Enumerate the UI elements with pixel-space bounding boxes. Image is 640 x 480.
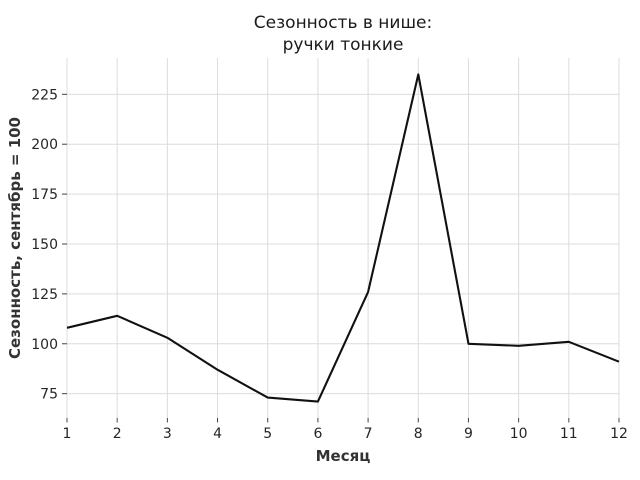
- x-tick-label: 8: [414, 426, 423, 442]
- chart-title-line-2: ручки тонкие: [283, 35, 404, 55]
- chart-title-line-1: Сезонность в нише:: [254, 13, 432, 33]
- y-tick-label: 125: [31, 287, 58, 303]
- x-tick-label: 6: [313, 426, 322, 442]
- seasonality-line: [66, 73, 620, 403]
- y-tick-label: 75: [40, 387, 58, 403]
- x-tick-label: 9: [464, 426, 473, 442]
- grid: [66, 58, 620, 418]
- x-tick-label: 12: [610, 426, 628, 442]
- x-tick-label: 10: [510, 426, 528, 442]
- x-tick-label: 5: [263, 426, 272, 442]
- y-tick-label: 175: [31, 187, 58, 203]
- x-tick-label: 7: [364, 426, 373, 442]
- x-tick-label: 2: [113, 426, 122, 442]
- data-series: [66, 73, 620, 403]
- axis-ticks: [62, 93, 620, 423]
- x-axis-label: Месяц: [316, 447, 371, 465]
- y-tick-label: 200: [31, 137, 58, 153]
- x-tick-label: 3: [163, 426, 172, 442]
- y-axis-label: Сезонность, сентябрь = 100: [6, 117, 24, 359]
- x-tick-label: 4: [213, 426, 222, 442]
- y-tick-label: 150: [31, 237, 58, 253]
- x-tick-label: 1: [63, 426, 72, 442]
- x-tick-label: 11: [560, 426, 578, 442]
- y-tick-label: 100: [31, 337, 58, 353]
- y-tick-label: 225: [31, 87, 58, 103]
